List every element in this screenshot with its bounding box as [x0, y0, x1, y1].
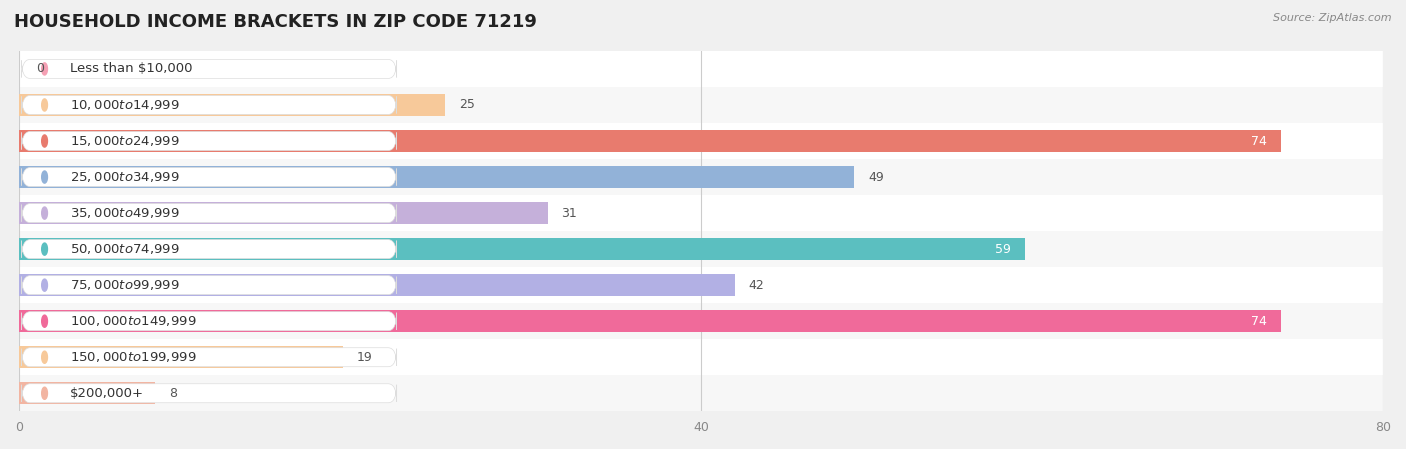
Bar [20, 303, 1384, 339]
Text: 49: 49 [868, 171, 884, 184]
Bar [20, 166, 855, 188]
Text: $10,000 to $14,999: $10,000 to $14,999 [70, 98, 180, 112]
FancyBboxPatch shape [21, 167, 396, 186]
FancyBboxPatch shape [21, 96, 396, 114]
Circle shape [42, 99, 48, 111]
Circle shape [42, 135, 48, 147]
Text: 59: 59 [995, 242, 1011, 255]
Bar [20, 87, 1384, 123]
Text: 74: 74 [1251, 315, 1267, 328]
Text: $75,000 to $99,999: $75,000 to $99,999 [70, 278, 180, 292]
Text: HOUSEHOLD INCOME BRACKETS IN ZIP CODE 71219: HOUSEHOLD INCOME BRACKETS IN ZIP CODE 71… [14, 13, 537, 31]
Text: 42: 42 [749, 279, 765, 292]
FancyBboxPatch shape [21, 312, 396, 330]
Bar [20, 231, 1384, 267]
Bar [20, 195, 1384, 231]
Text: Source: ZipAtlas.com: Source: ZipAtlas.com [1274, 13, 1392, 23]
Circle shape [42, 315, 48, 327]
Bar [20, 159, 1384, 195]
Bar [20, 339, 1384, 375]
Circle shape [42, 387, 48, 399]
Text: 74: 74 [1251, 135, 1267, 148]
Circle shape [42, 63, 48, 75]
Text: 19: 19 [357, 351, 373, 364]
Text: $35,000 to $49,999: $35,000 to $49,999 [70, 206, 180, 220]
Circle shape [42, 351, 48, 363]
Text: 25: 25 [458, 98, 475, 111]
Bar [20, 274, 735, 296]
FancyBboxPatch shape [21, 240, 396, 259]
Text: 0: 0 [37, 62, 44, 75]
Circle shape [42, 243, 48, 255]
Text: $100,000 to $149,999: $100,000 to $149,999 [70, 314, 197, 328]
Text: $50,000 to $74,999: $50,000 to $74,999 [70, 242, 180, 256]
Bar [20, 375, 1384, 411]
Text: 31: 31 [561, 207, 576, 220]
Bar [20, 346, 343, 368]
Bar [20, 382, 156, 405]
FancyBboxPatch shape [21, 203, 396, 223]
Circle shape [42, 279, 48, 291]
Bar [20, 51, 1384, 87]
FancyBboxPatch shape [21, 132, 396, 150]
Text: $150,000 to $199,999: $150,000 to $199,999 [70, 350, 197, 364]
Bar [20, 202, 547, 224]
FancyBboxPatch shape [21, 59, 396, 79]
Text: $15,000 to $24,999: $15,000 to $24,999 [70, 134, 180, 148]
Bar [20, 94, 446, 116]
Bar [20, 130, 1281, 152]
FancyBboxPatch shape [21, 276, 396, 295]
Text: 8: 8 [169, 387, 177, 400]
Bar [20, 310, 1281, 332]
Text: $200,000+: $200,000+ [70, 387, 145, 400]
Bar [20, 267, 1384, 303]
FancyBboxPatch shape [21, 384, 396, 403]
Bar [20, 238, 1025, 260]
Bar [20, 123, 1384, 159]
Circle shape [42, 171, 48, 183]
Circle shape [42, 207, 48, 219]
Text: $25,000 to $34,999: $25,000 to $34,999 [70, 170, 180, 184]
Text: Less than $10,000: Less than $10,000 [70, 62, 193, 75]
FancyBboxPatch shape [21, 348, 396, 367]
